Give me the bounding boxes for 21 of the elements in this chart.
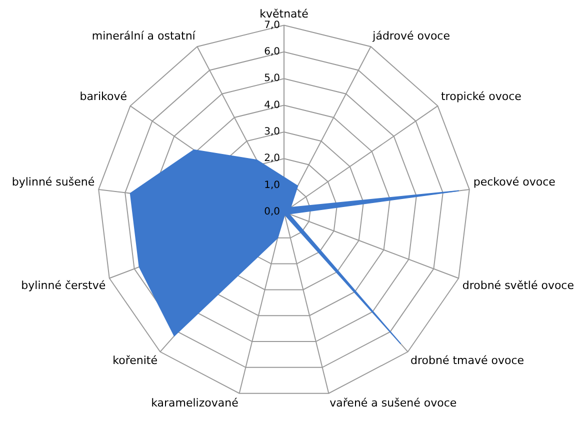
spoke-label: vařené a sušené ovoce — [330, 396, 457, 410]
spoke-label: jádrové ovoce — [372, 29, 450, 42]
y-tick-label: 7,0 — [264, 20, 280, 31]
spoke-label: bylinné čerstvé — [21, 279, 106, 292]
y-tick-label: 2,0 — [264, 153, 280, 164]
spoke-label: drobné světlé ovoce — [462, 279, 574, 292]
spoke-label: barikové — [80, 90, 128, 103]
y-tick-label: 6,0 — [264, 46, 280, 58]
y-tick-label: 4,0 — [264, 100, 280, 111]
y-tick-label: 1,0 — [264, 180, 280, 191]
spoke-label: karamelizované — [151, 396, 239, 410]
spoke-label: kořenité — [112, 354, 158, 368]
y-tick-label: 3,0 — [264, 126, 280, 138]
y-tick-label: 5,0 — [264, 73, 280, 84]
spoke-label: peckové ovoce — [473, 175, 556, 188]
spoke-label: květnaté — [260, 8, 309, 20]
spoke-label: minerální a ostatní — [92, 29, 196, 42]
spoke-label: drobné tmavé ovoce — [410, 354, 524, 368]
spoke-label: bylinné sušené — [12, 175, 95, 188]
spoke-label: tropické ovoce — [440, 90, 522, 103]
y-tick-label: 0,0 — [264, 206, 280, 218]
